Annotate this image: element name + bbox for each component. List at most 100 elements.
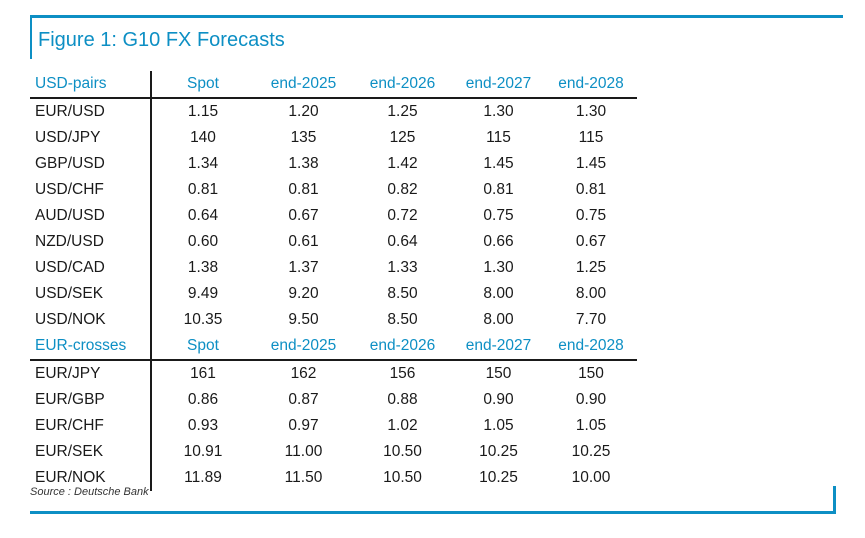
spot-header: Spot: [151, 333, 254, 361]
pair-label: USD/CHF: [30, 177, 152, 203]
spot-value: 1.38: [187, 259, 219, 276]
frame-bottom-border: [30, 511, 836, 514]
end-2025-value: 1.20: [288, 103, 319, 120]
table-row: USD/NOK 10.35 9.50 8.50 8.00 7.70: [30, 307, 637, 333]
source-note: Source : Deutsche Bank: [30, 486, 149, 498]
pair-label: USD/NOK: [30, 307, 152, 333]
pair-label: AUD/USD: [30, 203, 152, 229]
end-2026-value: 0.82: [387, 181, 418, 198]
end-2025-value: 0.87: [288, 391, 319, 408]
pair-label: EUR/GBP: [30, 387, 152, 413]
end-2025-value: 135: [290, 129, 317, 146]
pair-label: EUR/JPY: [30, 360, 152, 387]
end-2027-value: 8.00: [483, 311, 514, 328]
spot-value: 161: [190, 365, 216, 382]
end-2027-value: 10.25: [479, 469, 518, 486]
frame-left-border: [30, 15, 32, 59]
spot-header: Spot: [151, 71, 254, 99]
end-2025-header: end-2025: [254, 333, 353, 361]
end-2028-header: end-2028: [545, 71, 637, 99]
pair-label: EUR/SEK: [30, 439, 152, 465]
pair-label: GBP/USD: [30, 151, 152, 177]
end-2025-value: 11.50: [284, 469, 323, 486]
end-2026-header: end-2026: [353, 71, 452, 99]
end-2026-value: 125: [389, 129, 416, 146]
end-2028-value: 1.25: [575, 259, 607, 276]
spot-value: 9.49: [187, 285, 219, 302]
table-row: EUR/USD 1.15 1.20 1.25 1.30 1.30: [30, 98, 637, 125]
end-2028-value: 0.81: [575, 181, 607, 198]
table-row: NZD/USD 0.60 0.61 0.64 0.66 0.67: [30, 229, 637, 255]
end-2027-value: 0.81: [483, 181, 514, 198]
end-2028-value: 0.67: [575, 233, 607, 250]
end-2027-value: 0.75: [483, 207, 514, 224]
end-2026-value: 0.72: [387, 207, 418, 224]
pair-label: NZD/USD: [30, 229, 152, 255]
end-2026-value: 156: [389, 365, 416, 382]
pair-label: EUR/USD: [30, 98, 152, 125]
end-2025-header: end-2025: [254, 71, 353, 99]
spot-value: 1.15: [187, 103, 219, 120]
end-2028-value: 0.75: [575, 207, 607, 224]
table-row: USD/CHF 0.81 0.81 0.82 0.81 0.81: [30, 177, 637, 203]
spot-value: 10.35: [183, 311, 223, 328]
figure-title: Figure 1: G10 FX Forecasts: [38, 29, 285, 51]
usd-pairs-header: USD-pairs: [30, 71, 152, 99]
end-2028-value: 115: [578, 129, 604, 146]
end-2027-value: 10.25: [479, 443, 518, 460]
spot-value: 0.81: [187, 181, 219, 198]
spot-value: 0.86: [187, 391, 219, 408]
end-2025-value: 9.20: [288, 285, 319, 302]
spot-value: 0.93: [187, 417, 219, 434]
end-2027-value: 0.66: [483, 233, 514, 250]
end-2027-header: end-2027: [452, 333, 545, 361]
table-row: USD/JPY 140 135 125 115 115: [30, 125, 637, 151]
pair-label: EUR/CHF: [30, 413, 152, 439]
end-2028-header: end-2028: [545, 333, 637, 361]
end-2025-value: 1.37: [288, 259, 319, 276]
end-2027-value: 1.30: [483, 103, 514, 120]
frame-right-border: [833, 486, 836, 514]
end-2025-value: 0.81: [288, 181, 319, 198]
end-2025-value: 1.38: [288, 155, 319, 172]
end-2025-value: 9.50: [288, 311, 319, 328]
end-2027-header: end-2027: [452, 71, 545, 99]
table-row: USD/CAD 1.38 1.37 1.33 1.30 1.25: [30, 255, 637, 281]
end-2026-value: 0.64: [387, 233, 418, 250]
end-2026-value: 10.50: [383, 469, 422, 486]
end-2025-value: 0.67: [288, 207, 319, 224]
end-2027-value: 1.30: [483, 259, 514, 276]
pair-label: USD/SEK: [30, 281, 152, 307]
pair-label: USD/JPY: [30, 125, 152, 151]
fx-forecast-table: USD-pairs Spot end-2025 end-2026 end-202…: [30, 71, 637, 491]
end-2026-value: 8.50: [387, 285, 418, 302]
end-2027-value: 8.00: [483, 285, 514, 302]
usd-pairs-header-row: USD-pairs Spot end-2025 end-2026 end-202…: [30, 71, 637, 99]
table-row: EUR/NOK 11.89 11.50 10.50 10.25 10.00: [30, 465, 637, 491]
end-2028-value: 1.30: [575, 103, 607, 120]
end-2026-value: 1.33: [387, 259, 418, 276]
table-row: EUR/GBP 0.86 0.87 0.88 0.90 0.90: [30, 387, 637, 413]
eur-crosses-header: EUR-crosses: [30, 333, 152, 361]
end-2027-value: 1.45: [483, 155, 514, 172]
frame-top-border: [30, 15, 843, 18]
end-2026-value: 1.02: [387, 417, 418, 434]
table-row: AUD/USD 0.64 0.67 0.72 0.75 0.75: [30, 203, 637, 229]
eur-crosses-header-row: EUR-crosses Spot end-2025 end-2026 end-2…: [30, 333, 637, 361]
end-2025-value: 0.61: [288, 233, 319, 250]
spot-value: 0.60: [187, 233, 219, 250]
end-2025-value: 0.97: [288, 417, 319, 434]
end-2028-value: 150: [578, 365, 604, 382]
table-row: EUR/CHF 0.93 0.97 1.02 1.05 1.05: [30, 413, 637, 439]
table-row: EUR/JPY 161 162 156 150 150: [30, 360, 637, 387]
spot-value: 10.91: [183, 443, 223, 460]
end-2026-header: end-2026: [353, 333, 452, 361]
end-2028-value: 0.90: [575, 391, 607, 408]
spot-value: 140: [190, 129, 216, 146]
spot-value: 1.34: [187, 155, 219, 172]
end-2025-value: 162: [290, 365, 317, 382]
end-2027-value: 0.90: [483, 391, 514, 408]
end-2028-value: 7.70: [575, 311, 607, 328]
end-2026-value: 10.50: [383, 443, 422, 460]
end-2027-value: 150: [485, 365, 512, 382]
